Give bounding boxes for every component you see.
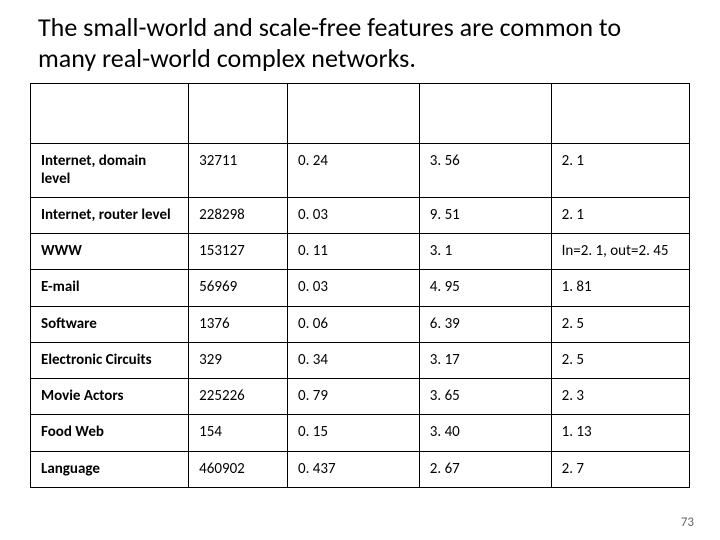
- table-cell: 0. 437: [288, 451, 420, 487]
- table-cell: 32711: [189, 144, 288, 198]
- table-cell: 154: [189, 415, 288, 451]
- table-row: Food Web1540. 153. 401. 13: [31, 415, 690, 451]
- table-cell: 329: [189, 342, 288, 378]
- table-row: Software13760. 066. 392. 5: [31, 306, 690, 342]
- table-cell: 3. 56: [419, 144, 551, 198]
- table-row: WWW1531270. 113. 1In=2. 1, out=2. 45: [31, 234, 690, 270]
- table-cell: 1. 81: [551, 270, 689, 306]
- table-cell: 3. 17: [419, 342, 551, 378]
- col-header-3: [419, 84, 551, 144]
- slide-title: The small-world and scale-free features …: [30, 12, 690, 73]
- table-cell: 9. 51: [419, 197, 551, 233]
- table-cell: WWW: [31, 234, 189, 270]
- table-cell: 0. 34: [288, 342, 420, 378]
- table-cell: 1376: [189, 306, 288, 342]
- col-header-1: [189, 84, 288, 144]
- table-cell: Language: [31, 451, 189, 487]
- table-cell: 3. 40: [419, 415, 551, 451]
- table-cell: 0. 79: [288, 379, 420, 415]
- page-number: 73: [681, 515, 694, 530]
- table-cell: 228298: [189, 197, 288, 233]
- col-header-0: [31, 84, 189, 144]
- table-cell: 0. 06: [288, 306, 420, 342]
- table-cell: 0. 03: [288, 197, 420, 233]
- table-cell: 2. 67: [419, 451, 551, 487]
- table-cell: 3. 1: [419, 234, 551, 270]
- table-cell: E-mail: [31, 270, 189, 306]
- table-cell: 1. 13: [551, 415, 689, 451]
- table-cell: 2. 3: [551, 379, 689, 415]
- table-cell: 225226: [189, 379, 288, 415]
- data-table: Internet, domain level327110. 243. 562. …: [30, 83, 690, 488]
- table-row: Movie Actors2252260. 793. 652. 3: [31, 379, 690, 415]
- table-cell: 0. 03: [288, 270, 420, 306]
- table-cell: 3. 65: [419, 379, 551, 415]
- table-cell: 0. 24: [288, 144, 420, 198]
- table-row: Language4609020. 4372. 672. 7: [31, 451, 690, 487]
- table-cell: Internet, domain level: [31, 144, 189, 198]
- table-cell: Software: [31, 306, 189, 342]
- table-cell: Electronic Circuits: [31, 342, 189, 378]
- table-cell: 56969: [189, 270, 288, 306]
- table-row: Internet, domain level327110. 243. 562. …: [31, 144, 690, 198]
- table-row: Internet, router level2282980. 039. 512.…: [31, 197, 690, 233]
- table-row: Electronic Circuits3290. 343. 172. 5: [31, 342, 690, 378]
- table-cell: In=2. 1, out=2. 45: [551, 234, 689, 270]
- table-cell: Food Web: [31, 415, 189, 451]
- table-cell: 2. 5: [551, 306, 689, 342]
- table-cell: 2. 5: [551, 342, 689, 378]
- table-cell: 2. 1: [551, 144, 689, 198]
- table-cell: 460902: [189, 451, 288, 487]
- col-header-4: [551, 84, 689, 144]
- slide: The small-world and scale-free features …: [0, 0, 720, 540]
- table-cell: Movie Actors: [31, 379, 189, 415]
- col-header-2: [288, 84, 420, 144]
- table-row: E-mail569690. 034. 951. 81: [31, 270, 690, 306]
- table-cell: 4. 95: [419, 270, 551, 306]
- table-cell: 0. 11: [288, 234, 420, 270]
- table-cell: 6. 39: [419, 306, 551, 342]
- table-body: Internet, domain level327110. 243. 562. …: [31, 144, 690, 488]
- table-cell: Internet, router level: [31, 197, 189, 233]
- table-cell: 2. 1: [551, 197, 689, 233]
- table-cell: 2. 7: [551, 451, 689, 487]
- table-cell: 153127: [189, 234, 288, 270]
- table-cell: 0. 15: [288, 415, 420, 451]
- table-header-row: [31, 84, 690, 144]
